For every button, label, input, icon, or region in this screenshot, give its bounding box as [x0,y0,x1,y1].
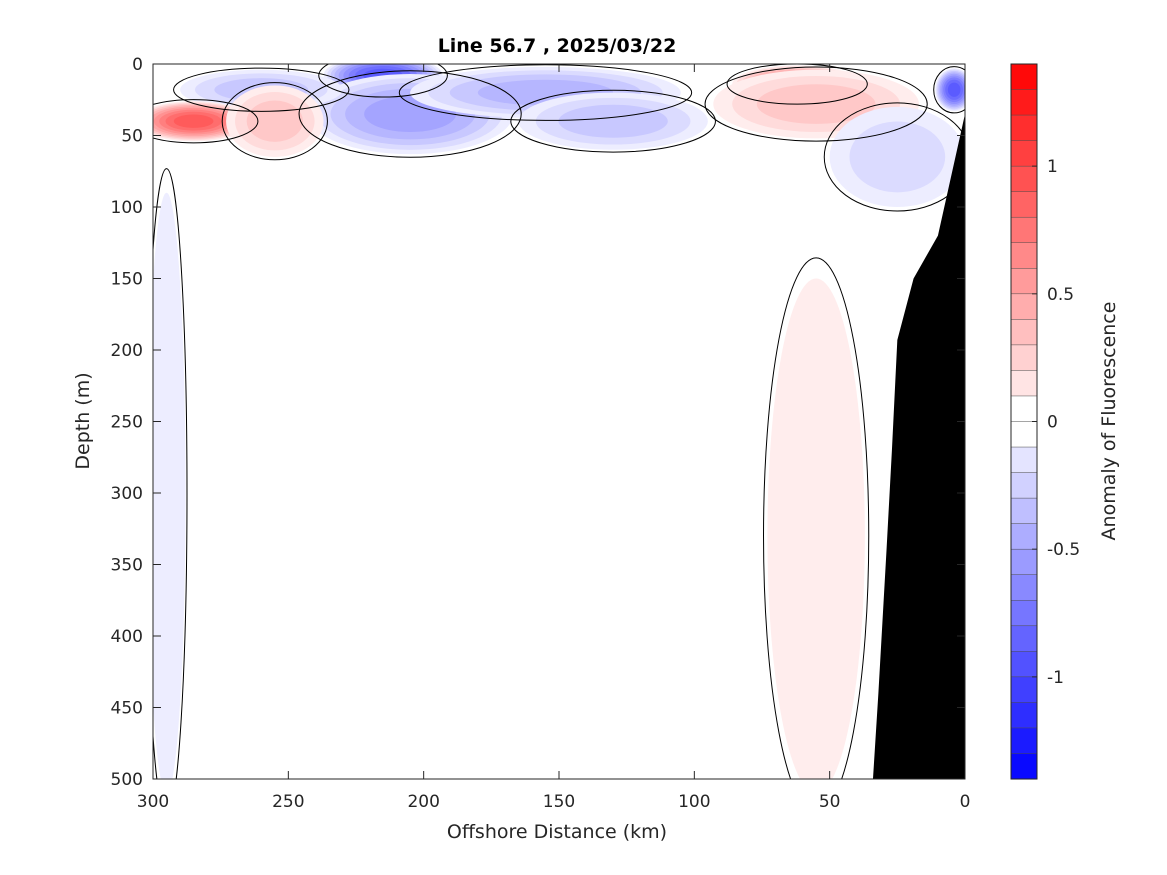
y-tick-label: 100 [111,198,143,218]
feature-level [849,121,946,193]
x-axis: 300 250 200 150 100 50 0 [137,64,971,812]
y-axis-title: Depth (m) [72,372,94,469]
x-tick-label: 200 [407,792,439,812]
zero-contour [704,66,928,142]
feature-level [246,100,303,142]
colorbar-segment [1010,523,1038,550]
colorbar-segment [1010,370,1038,397]
colorbar-segment [1010,727,1038,755]
y-tick-label: 250 [111,413,143,433]
zero-contour [298,70,522,158]
zero-contour [318,64,448,98]
feature-level [173,114,214,128]
colorbar-segment [1010,216,1038,244]
y-tick-label: 500 [111,770,143,790]
anomaly-feature-11 [767,278,865,779]
x-tick-label: 250 [272,792,304,812]
y-tick-label: 400 [111,627,143,647]
plot-area [153,64,965,779]
y-tick-label: 200 [111,341,143,361]
y-axis: 0 50 100 150 200 250 300 350 400 450 500 [111,55,965,790]
feature-level [153,192,186,779]
colorbar-segment [1010,242,1038,269]
colorbar-title: Anomaly of Fluorescence [1098,302,1120,541]
y-tick-label: 50 [121,127,143,147]
colorbar-segment [1010,497,1038,525]
colorbar-segment [1010,574,1038,601]
colorbar-segment [1010,191,1038,218]
colorbar-segment [1010,600,1038,627]
x-tick-label: 300 [137,792,169,812]
colorbar-segment [1010,651,1038,678]
colorbar-segment [1010,114,1038,142]
colorbar-tick-label: 0 [1047,413,1058,433]
zero-contour [726,64,868,105]
colorbar-segment [1010,319,1038,346]
colorbar-segment [1010,395,1038,423]
zero-contour [398,64,693,121]
y-tick-label: 0 [132,55,143,75]
anomaly-feature-6 [226,85,324,157]
zero-contour [510,89,716,153]
x-tick-label: 0 [960,792,971,812]
colorbar-segment [1010,421,1038,448]
x-tick-label: 100 [678,792,710,812]
zero-contour [933,66,965,114]
bathymetry-seafloor [872,114,965,779]
colorbar-segment [1010,140,1038,167]
colorbar-segment [1010,548,1038,576]
y-tick-label: 450 [111,699,143,719]
zero-contour [153,168,188,779]
anomaly-feature-12 [153,192,186,779]
zero-contour [221,82,328,161]
colorbar-segment [1010,293,1038,320]
colorbar-segment [1010,702,1038,729]
zero-contour [823,102,965,212]
colorbar-tick-label: 0.5 [1047,285,1074,305]
colorbar-tick-label: 1 [1047,157,1058,177]
x-tick-label: 50 [819,792,841,812]
colorbar-segment [1010,446,1038,474]
zero-contour [763,257,870,779]
x-axis-title: Offshore Distance (km) [447,821,667,843]
anomaly-feature-4 [518,92,708,150]
colorbar-segment [1010,165,1038,193]
chart-title: Line 56.7 , 2025/03/22 [438,35,677,57]
feature-level [947,82,961,97]
colorbar-segment [1010,344,1038,371]
colorbar: -1 -0.5 0 0.5 1 [1010,63,1080,780]
colorbar-segment [1010,89,1038,116]
y-tick-label: 300 [111,484,143,504]
colorbar-segment [1010,753,1038,780]
colorbar-segment [1010,63,1038,91]
colorbar-segment [1010,676,1038,703]
feature-level [756,84,876,124]
x-tick-label: 150 [543,792,575,812]
colorbar-tick-label: -0.5 [1047,540,1080,560]
zero-contour [153,99,259,144]
zero-contours [153,64,965,779]
feature-level [767,278,865,779]
y-tick-label: 150 [111,270,143,290]
colorbar-segment [1010,625,1038,652]
anomaly-feature-10 [829,106,965,207]
colorbar-segment [1010,268,1038,295]
y-tick-label: 350 [111,556,143,576]
feature-level [558,104,668,138]
colorbar-tick-label: -1 [1047,668,1064,688]
zero-contour [173,67,350,112]
colorbar-segment [1010,472,1038,499]
anomaly-feature-9 [935,68,965,112]
anomaly-features [153,64,965,779]
